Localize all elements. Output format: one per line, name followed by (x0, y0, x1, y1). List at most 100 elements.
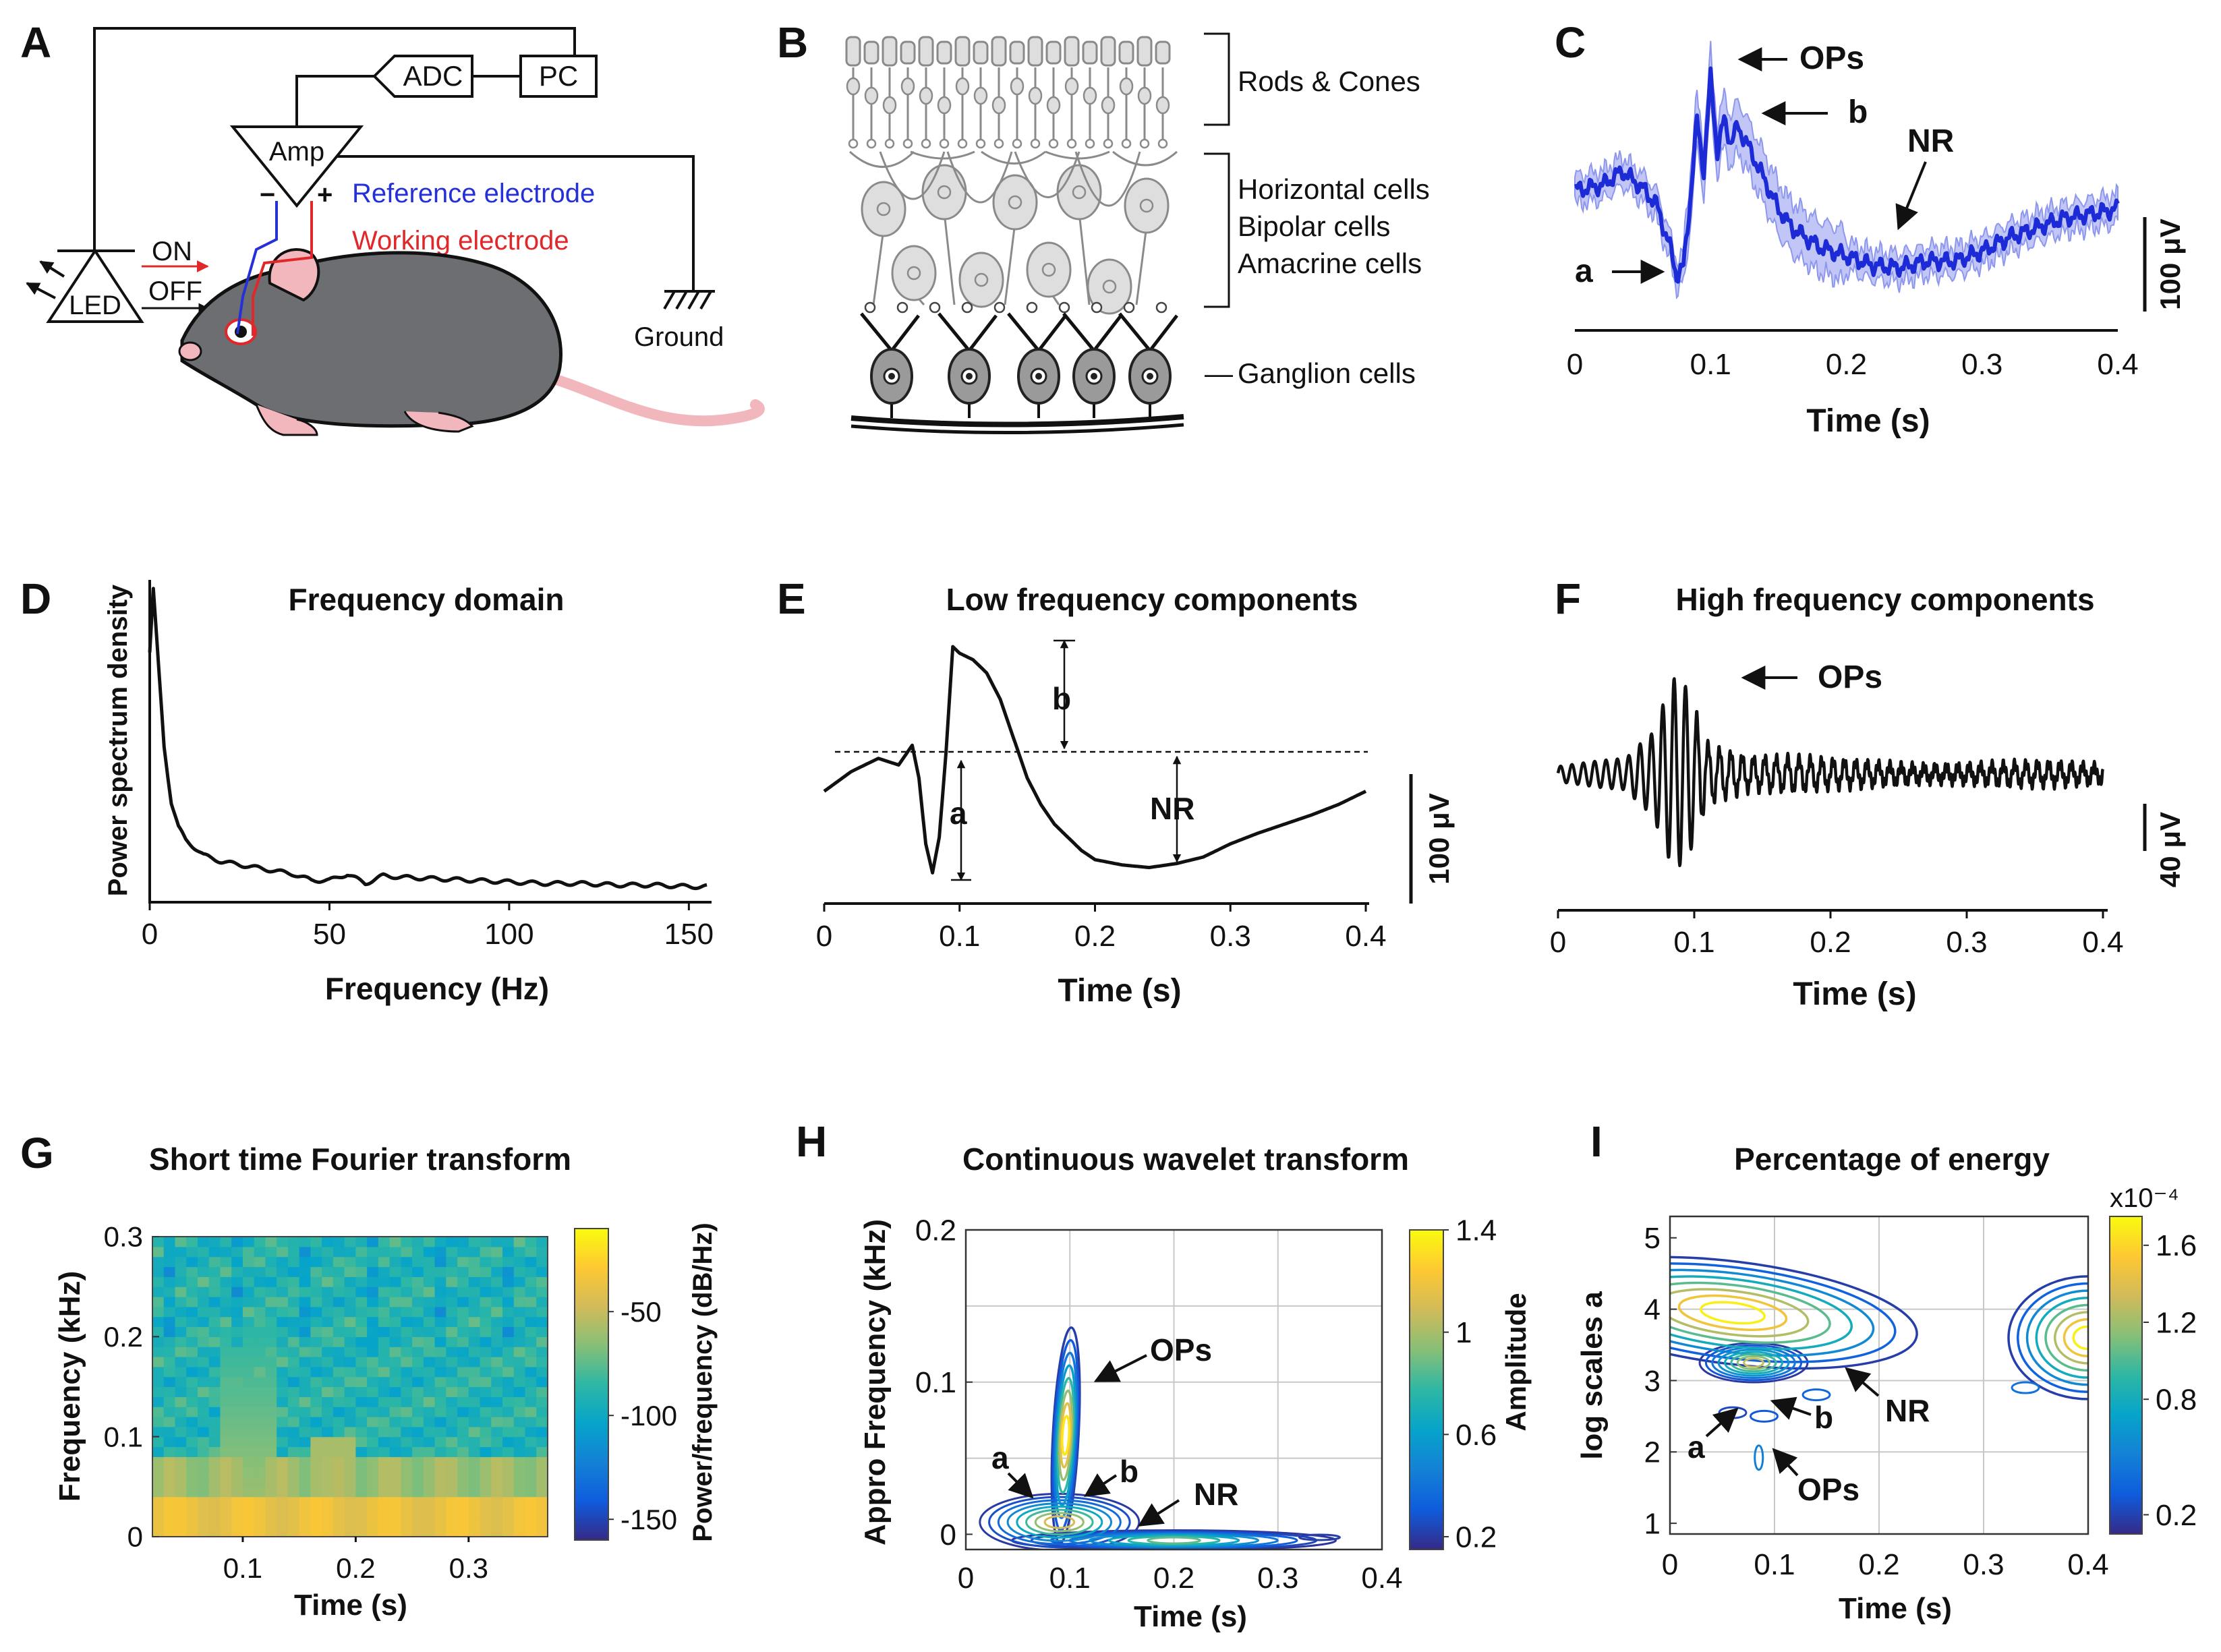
stft-cell (389, 1496, 401, 1508)
stft-cell (457, 1386, 469, 1397)
stft-cell (480, 1266, 492, 1277)
stft-cell (389, 1256, 401, 1268)
stft-cell (355, 1266, 368, 1277)
stft-cell (367, 1477, 379, 1487)
stft-cell (310, 1297, 322, 1307)
stft-cell (322, 1516, 334, 1527)
stft-cell (231, 1336, 243, 1347)
stft-cell (265, 1436, 277, 1448)
stft-cell (378, 1287, 391, 1297)
stft-cell (468, 1456, 481, 1467)
stft-cell (389, 1366, 401, 1378)
stft-cell (423, 1366, 436, 1378)
stft-cell (457, 1336, 469, 1347)
stft-cell (220, 1336, 232, 1347)
stft-cell (277, 1467, 289, 1477)
stft-cell (423, 1266, 436, 1277)
stft-cell (423, 1407, 436, 1417)
photoreceptor-outer (1082, 40, 1098, 65)
photoreceptor-outer (863, 40, 879, 65)
stft-cell (389, 1477, 401, 1487)
stft-cell (423, 1426, 436, 1438)
stft-cell (457, 1266, 469, 1277)
dendrite (981, 150, 1046, 165)
stft-cell (378, 1496, 391, 1508)
stft-cell (491, 1436, 503, 1448)
panel-letter-f: F (1555, 574, 1581, 623)
photoreceptor-nucleus (991, 96, 1006, 115)
stft-cell (220, 1417, 232, 1427)
stft-cell (434, 1256, 446, 1268)
stft-cell (175, 1477, 187, 1487)
dendrite (879, 151, 946, 200)
stft-cell (175, 1256, 187, 1268)
stft-cell (242, 1396, 255, 1407)
stft-cell (536, 1467, 548, 1477)
stft-cell (446, 1496, 458, 1508)
stft-cell (186, 1256, 198, 1268)
stft-cell (310, 1436, 322, 1448)
stft-cell (287, 1256, 300, 1268)
reference-electrode-label: Reference electrode (352, 179, 595, 208)
stft-cell (220, 1246, 232, 1258)
stft-cell (254, 1256, 266, 1268)
stft-cell (378, 1516, 391, 1527)
stft-cell (265, 1306, 277, 1318)
stft-cell (502, 1527, 515, 1537)
stft-cell (299, 1366, 311, 1378)
stft-cell (525, 1467, 537, 1477)
stft-cell (525, 1376, 537, 1388)
stft-cell (186, 1246, 198, 1258)
stft-cell (536, 1266, 548, 1277)
stft-cell (401, 1407, 413, 1417)
panel-f-highfreq-chart: F High frequency components 0 0.1 0.2 0.3 0.… (1550, 574, 2186, 1012)
stft-cell (367, 1376, 379, 1388)
stft-cell (513, 1326, 526, 1337)
stft-cell (277, 1326, 289, 1337)
i-title: Percentage of energy (1734, 1142, 2050, 1177)
c-nr-label: NR (1907, 123, 1954, 159)
x-tick-label: 0.4 (2082, 926, 2123, 959)
stft-cell (446, 1396, 458, 1407)
stft-cell (378, 1527, 391, 1537)
stft-cell (434, 1467, 446, 1477)
stft-cell (525, 1516, 537, 1527)
stft-cell (423, 1276, 436, 1287)
stft-cell (536, 1477, 548, 1487)
stft-cell (457, 1287, 469, 1297)
stft-cell (287, 1496, 300, 1508)
stft-cell (287, 1306, 300, 1318)
stft-cell (175, 1467, 187, 1477)
stft-cell (412, 1336, 424, 1347)
stft-cell (310, 1386, 322, 1397)
stft-cell (491, 1266, 503, 1277)
stft-cell (242, 1467, 255, 1477)
stft-cell (457, 1506, 469, 1517)
stft-cell (412, 1436, 424, 1448)
stft-cell (378, 1366, 391, 1378)
stft-cell (457, 1366, 469, 1378)
stft-cell (287, 1386, 300, 1397)
x-tick-label: 0.3 (1961, 348, 2002, 381)
stft-cell (254, 1266, 266, 1277)
stft-cell (152, 1527, 165, 1537)
stft-cell (208, 1316, 221, 1328)
stft-cell (355, 1276, 368, 1287)
stft-cell (333, 1366, 345, 1378)
stft-cell (389, 1396, 401, 1407)
stft-cell (434, 1496, 446, 1508)
stft-cell (277, 1477, 289, 1487)
stft-cell (242, 1287, 255, 1297)
stft-cell (446, 1357, 458, 1367)
stft-cell (277, 1246, 289, 1258)
stft-cell (299, 1417, 311, 1427)
stft-cell (220, 1276, 232, 1287)
stft-cell (197, 1436, 210, 1448)
stft-cell (536, 1246, 548, 1258)
stft-cell (287, 1446, 300, 1457)
mouse-hind-paw (403, 411, 474, 433)
stft-cell (412, 1407, 424, 1417)
stft-cell (423, 1376, 436, 1388)
dendrite (910, 150, 975, 160)
stft-cell (378, 1396, 391, 1407)
